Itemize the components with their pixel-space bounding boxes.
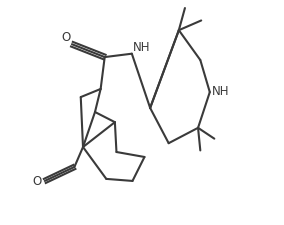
- Text: O: O: [32, 175, 41, 188]
- Text: NH: NH: [133, 40, 151, 53]
- Text: O: O: [62, 31, 71, 44]
- Text: NH: NH: [212, 85, 229, 98]
